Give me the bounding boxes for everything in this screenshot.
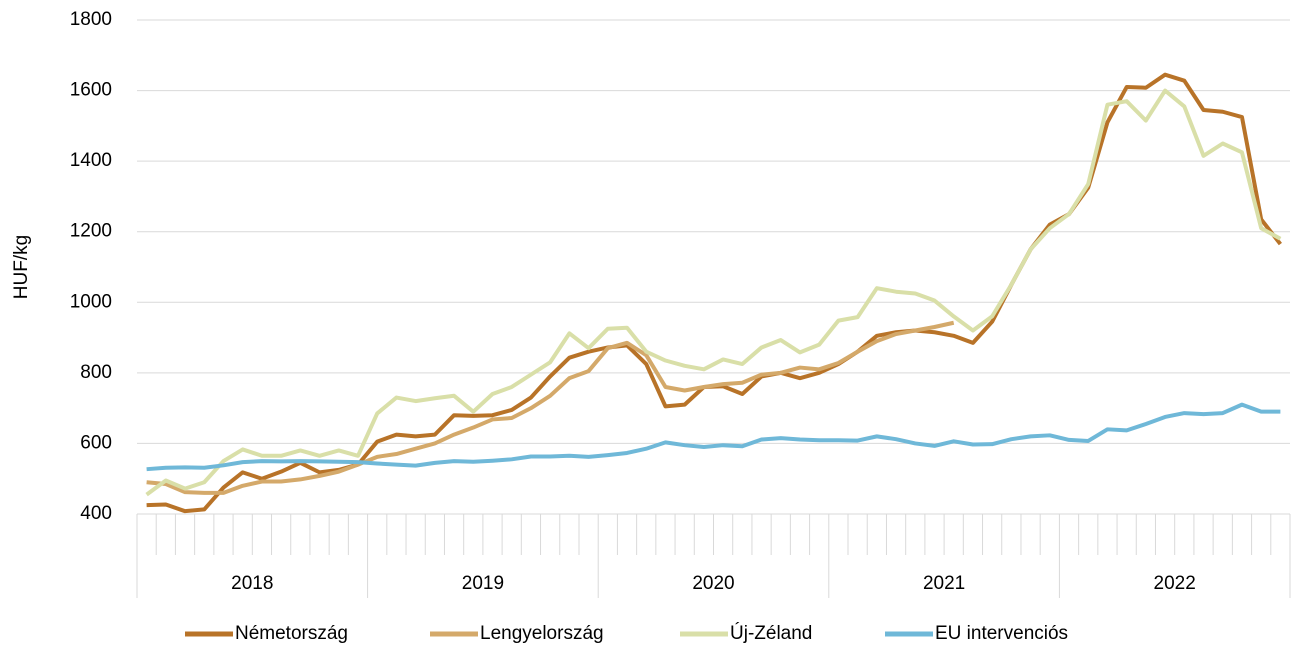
y-tick-label: 1400	[70, 150, 112, 171]
series-line	[145, 88, 1282, 497]
x-group-label: 2019	[462, 573, 504, 594]
y-tick-label: 400	[80, 503, 112, 524]
series-line	[146, 320, 955, 495]
x-group-label: 2020	[692, 573, 734, 594]
series-line	[146, 402, 1281, 472]
y-tick-label: 1600	[70, 80, 112, 101]
y-tick-label: 600	[80, 432, 112, 453]
legend-label: EU intervenciós	[935, 623, 1068, 644]
y-tick-label: 1800	[70, 9, 112, 30]
legend-label: Lengyelország	[480, 623, 604, 644]
y-axis-label: HUF/kg	[11, 235, 32, 299]
y-tick-label: 1000	[70, 291, 112, 312]
legend-label: Új-Zéland	[730, 622, 812, 644]
legend-label: Németország	[235, 623, 348, 644]
y-tick-label: 800	[80, 362, 112, 383]
x-group-label: 2018	[231, 573, 273, 594]
y-tick-label: 1200	[70, 221, 112, 242]
x-group-label: 2022	[1154, 573, 1196, 594]
x-group-label: 2021	[923, 573, 965, 594]
